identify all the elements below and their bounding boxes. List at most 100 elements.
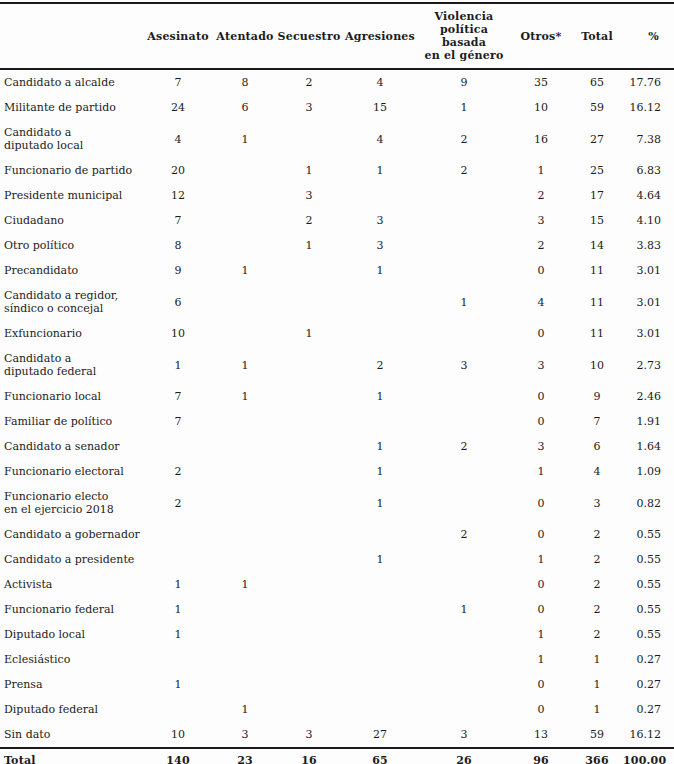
row-label: Candidato a regidor, síndico o concejal	[0, 283, 142, 321]
data-cell: 1	[418, 95, 510, 120]
row-label: Funcionario local	[0, 384, 142, 409]
data-cell	[142, 434, 214, 459]
data-cell: 2	[572, 547, 622, 572]
table-row: Candidato a regidor, síndico o concejal6…	[0, 283, 674, 321]
row-label: Militante de partido	[0, 95, 142, 120]
data-cell: 1	[142, 597, 214, 622]
row-label: Prensa	[0, 672, 142, 697]
percent-cell: 3.83	[622, 233, 674, 258]
data-cell: 1	[276, 233, 342, 258]
data-cell: 13	[510, 722, 572, 748]
data-cell: 3	[276, 95, 342, 120]
data-cell: 6	[142, 283, 214, 321]
data-cell: 1	[342, 258, 418, 283]
data-cell: 4	[142, 120, 214, 158]
data-cell: 1	[142, 346, 214, 384]
percent-cell: 1.64	[622, 434, 674, 459]
data-cell: 1	[510, 547, 572, 572]
data-cell: 15	[342, 95, 418, 120]
data-cell	[214, 522, 276, 547]
data-cell	[276, 283, 342, 321]
data-cell	[418, 547, 510, 572]
table-row: Militante de partido2463151105916.12	[0, 95, 674, 120]
data-cell	[276, 597, 342, 622]
data-cell: 7	[142, 384, 214, 409]
row-label: Activista	[0, 572, 142, 597]
data-cell: 2	[418, 434, 510, 459]
data-cell: 0	[510, 672, 572, 697]
data-cell: 3	[510, 434, 572, 459]
table-body: Candidato a alcalde78249356517.76Militan…	[0, 69, 674, 748]
data-cell: 27	[572, 120, 622, 158]
total-cell-percent: 100.00	[622, 748, 674, 764]
table-row: Candidato a gobernador2020.55	[0, 522, 674, 547]
data-cell	[342, 697, 418, 722]
row-label: Diputado local	[0, 622, 142, 647]
data-cell	[342, 283, 418, 321]
data-cell	[276, 409, 342, 434]
percent-cell: 6.83	[622, 158, 674, 183]
total-cell-asesinato: 140	[142, 748, 214, 764]
data-cell	[418, 647, 510, 672]
data-cell: 8	[214, 69, 276, 95]
data-cell: 7	[572, 409, 622, 434]
row-label: Candidato a gobernador	[0, 522, 142, 547]
row-label: Funcionario federal	[0, 597, 142, 622]
row-label: Candidato a alcalde	[0, 69, 142, 95]
data-cell: 1	[214, 346, 276, 384]
data-cell: 10	[572, 346, 622, 384]
data-cell: 4	[510, 283, 572, 321]
data-cell: 11	[572, 258, 622, 283]
data-cell	[142, 697, 214, 722]
table-row: Sin dato1033273135916.12	[0, 722, 674, 748]
data-cell	[142, 547, 214, 572]
data-cell	[276, 522, 342, 547]
row-label: Candidato a senador	[0, 434, 142, 459]
data-cell	[276, 647, 342, 672]
data-cell	[342, 647, 418, 672]
data-cell	[342, 622, 418, 647]
data-cell: 2	[276, 208, 342, 233]
data-cell	[342, 321, 418, 346]
data-cell: 24	[142, 95, 214, 120]
data-cell: 17	[572, 183, 622, 208]
table-row: Funcionario electo en el ejercicio 20182…	[0, 484, 674, 522]
table-row: Candidato a senador12361.64	[0, 434, 674, 459]
data-cell: 59	[572, 722, 622, 748]
data-cell	[342, 572, 418, 597]
percent-cell: 3.01	[622, 283, 674, 321]
data-cell	[214, 158, 276, 183]
table-row: Funcionario electoral21141.09	[0, 459, 674, 484]
data-cell: 3	[418, 722, 510, 748]
percent-cell: 4.64	[622, 183, 674, 208]
col-header-total: Total	[572, 3, 622, 69]
table-row: Exfuncionario1010113.01	[0, 321, 674, 346]
data-cell: 35	[510, 69, 572, 95]
data-cell	[418, 384, 510, 409]
data-cell: 1	[510, 158, 572, 183]
header-row: Asesinato Atentado Secuestro Agresiones …	[0, 3, 674, 69]
data-cell: 27	[342, 722, 418, 748]
data-cell: 65	[572, 69, 622, 95]
table-row: Prensa1010.27	[0, 672, 674, 697]
data-cell	[214, 321, 276, 346]
data-cell	[276, 434, 342, 459]
data-cell: 1	[214, 384, 276, 409]
row-label: Diputado federal	[0, 697, 142, 722]
political-violence-victims-table: Asesinato Atentado Secuestro Agresiones …	[0, 2, 674, 764]
data-cell	[214, 459, 276, 484]
table-row: Precandidato9110113.01	[0, 258, 674, 283]
table-row: Diputado federal1010.27	[0, 697, 674, 722]
data-cell	[214, 622, 276, 647]
data-cell: 1	[142, 622, 214, 647]
data-cell: 0	[510, 384, 572, 409]
data-cell: 0	[510, 572, 572, 597]
percent-cell: 0.55	[622, 547, 674, 572]
row-label: Familiar de político	[0, 409, 142, 434]
table-row: Otro político8132143.83	[0, 233, 674, 258]
percent-cell: 4.10	[622, 208, 674, 233]
row-label: Candidato a presidente	[0, 547, 142, 572]
data-cell: 4	[342, 69, 418, 95]
data-cell: 3	[510, 346, 572, 384]
data-cell: 3	[510, 208, 572, 233]
